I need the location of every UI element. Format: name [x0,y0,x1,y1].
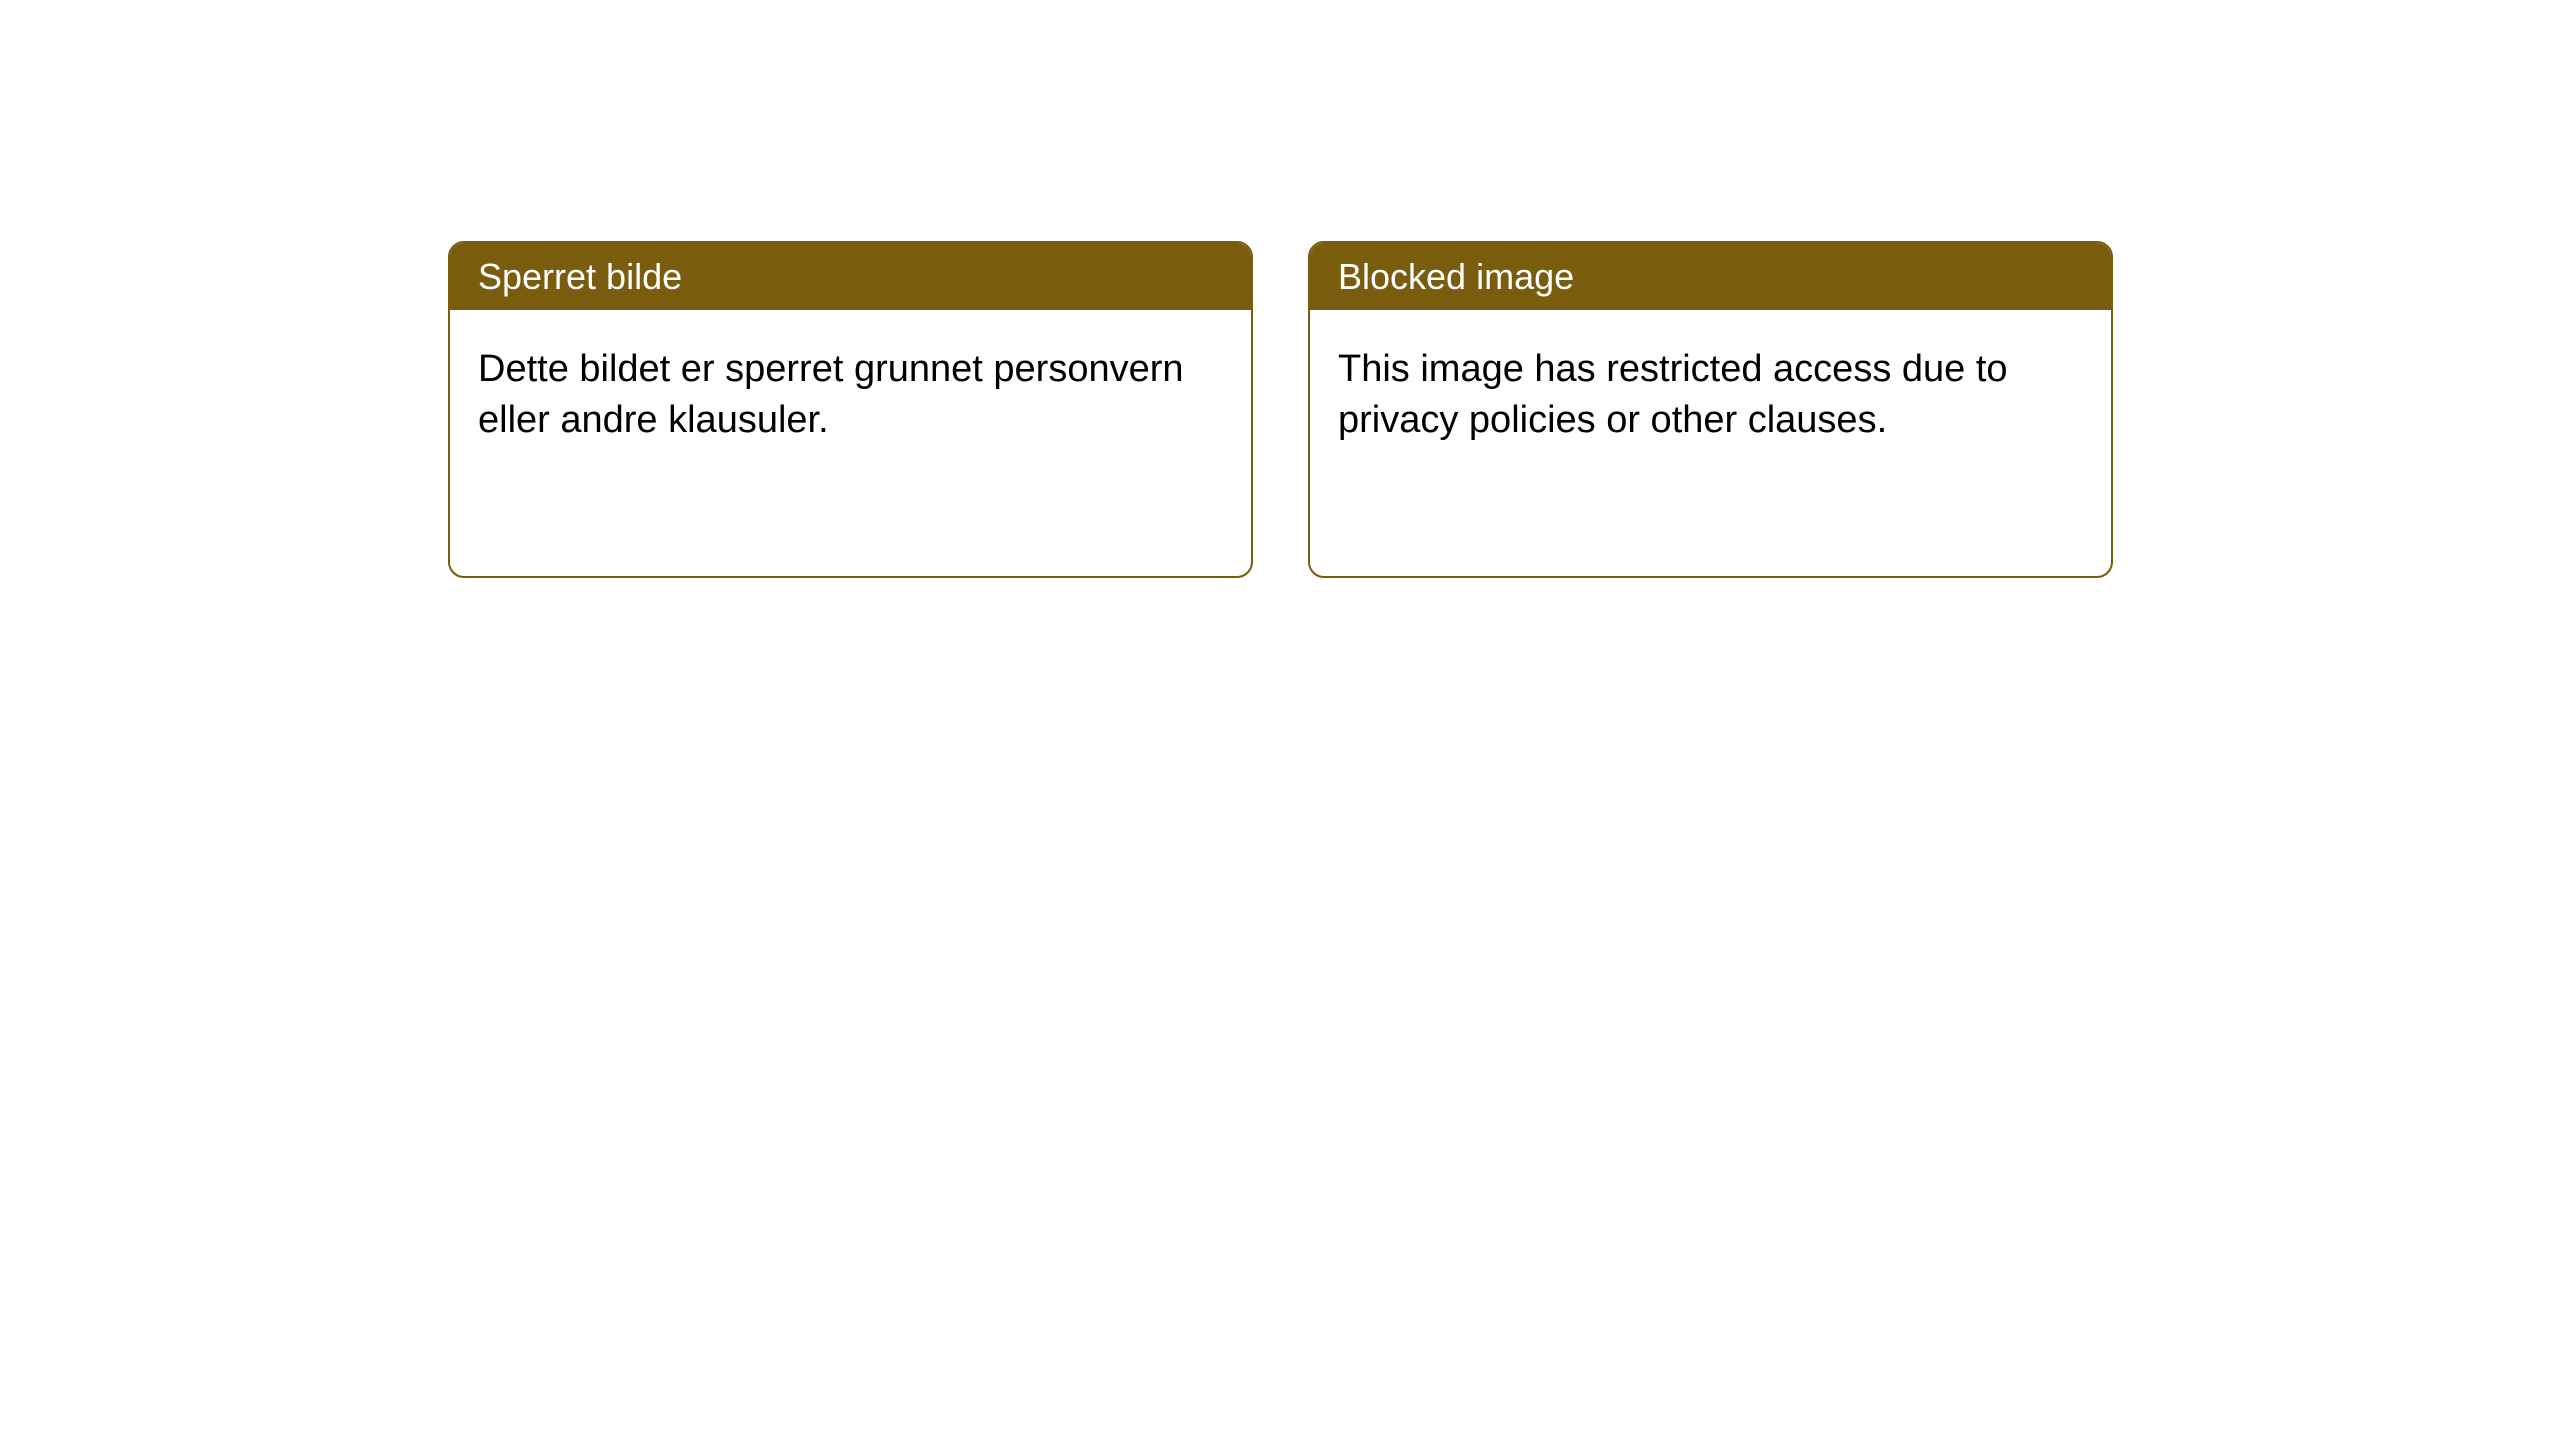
notice-body: Dette bildet er sperret grunnet personve… [450,310,1251,481]
notice-header: Blocked image [1310,243,2111,310]
notice-header: Sperret bilde [450,243,1251,310]
notice-body: This image has restricted access due to … [1310,310,2111,481]
notice-box-english: Blocked image This image has restricted … [1308,241,2113,578]
notice-container: Sperret bilde Dette bildet er sperret gr… [448,241,2113,578]
notice-box-norwegian: Sperret bilde Dette bildet er sperret gr… [448,241,1253,578]
